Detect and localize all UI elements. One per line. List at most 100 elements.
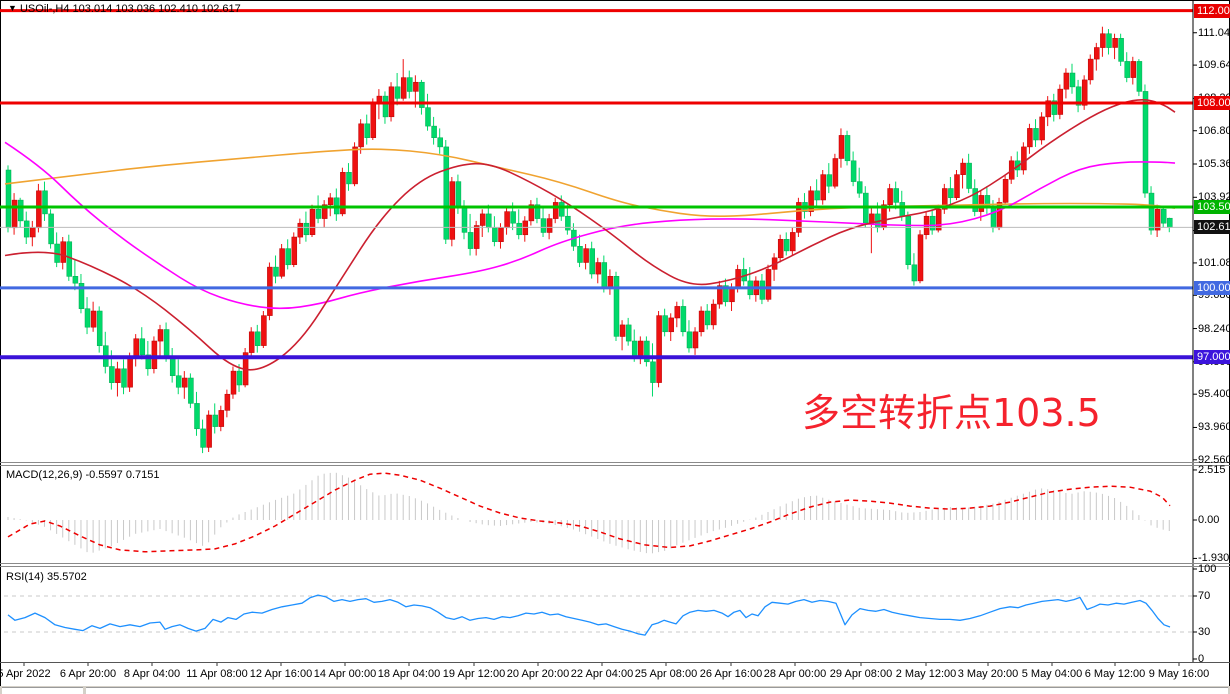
candle-body [960, 162, 966, 175]
rsi-tick-label: 70 [1198, 590, 1211, 602]
candle-body [407, 77, 413, 92]
candle-body [109, 366, 115, 383]
candle-body [279, 248, 285, 277]
candle-body [66, 241, 73, 277]
candle-body [1142, 91, 1149, 194]
candle-body [711, 303, 717, 326]
candle-body [30, 227, 36, 238]
candle-body [674, 306, 681, 319]
candle-body [1081, 79, 1088, 106]
candle-body [1130, 61, 1137, 78]
rsi-tick-label: 0 [1198, 653, 1205, 665]
time-axis-border [0, 662, 1230, 663]
candle-body [662, 315, 668, 333]
macd-tick-label: 2.515 [1198, 463, 1226, 476]
candle-body [248, 331, 255, 353]
candle-body [619, 324, 626, 337]
candle-body [90, 310, 97, 328]
candle-body [504, 211, 510, 229]
candle-body [948, 188, 954, 198]
price-tick-label: 98.240 [1198, 322, 1230, 335]
panel-separator[interactable] [0, 566, 1230, 567]
candle-body [455, 181, 462, 208]
candle-body [1118, 38, 1124, 62]
candle-body [498, 227, 504, 242]
time-tick-label: 22 Apr 04:00 [570, 668, 634, 680]
candle-body [777, 239, 784, 259]
candle-body [84, 308, 91, 328]
panel-separator[interactable] [0, 462, 1230, 463]
price-badge: 102.617 [1194, 220, 1230, 235]
panel-separator[interactable] [0, 465, 1230, 466]
candle-body [449, 181, 456, 240]
candle-body [261, 315, 267, 346]
candle-body [297, 222, 304, 238]
candle-body [1075, 86, 1082, 106]
time-tick-label: 20 Apr 20:00 [506, 668, 570, 680]
candle-body [607, 276, 614, 289]
candle-body [899, 202, 906, 217]
candle-body [230, 370, 237, 395]
candle-body [200, 428, 206, 448]
price-tick-label: 106.800 [1198, 124, 1230, 137]
candle-body [425, 107, 431, 127]
candle-body [315, 209, 322, 219]
candle-body [206, 414, 212, 448]
time-tick-label: 9 May 16:00 [1148, 668, 1210, 680]
candle-body [595, 262, 602, 275]
price-tick-label: 95.400 [1198, 388, 1230, 401]
candle-body [437, 137, 443, 148]
candle-body [443, 146, 450, 240]
candle-body [911, 264, 918, 282]
price-badge: 100.000 [1194, 280, 1230, 295]
candle-body [990, 206, 997, 229]
candle-body [394, 86, 401, 99]
candle-body [1027, 128, 1033, 148]
macd-indicator-label: MACD(12,26,9) -0.5597 0.7151 [6, 469, 160, 481]
bull-bear-turning-point-annotation: 多空转折点103.5 [802, 391, 1101, 435]
candle-body [540, 218, 547, 233]
candle-body [1033, 128, 1039, 141]
candle-body [559, 202, 565, 217]
candle-body [1148, 192, 1155, 231]
time-tick-label: 6 May 12:00 [1084, 668, 1146, 680]
candle-body [382, 95, 389, 118]
candle-body [698, 310, 705, 333]
candle-body [492, 227, 498, 242]
time-tick-label: 19 Apr 12:00 [442, 668, 506, 680]
candle-body [5, 169, 12, 229]
candle-body [583, 248, 589, 263]
candle-body [826, 174, 833, 187]
candle-body [808, 190, 814, 212]
candle-body [686, 331, 693, 349]
candle-body [1094, 47, 1100, 60]
panel-separator[interactable] [0, 563, 1230, 564]
candle-body [942, 188, 948, 210]
candle-body [704, 310, 711, 326]
candle-body [631, 340, 638, 358]
candle-body [48, 213, 54, 245]
candle-body [729, 287, 735, 303]
candle-body [151, 340, 158, 369]
candle-body [224, 393, 231, 411]
candle-body [212, 414, 218, 427]
dropdown-triangle-icon: ▼ [8, 3, 17, 13]
candle-body [273, 266, 279, 277]
candle-body [1039, 116, 1045, 141]
candle-body [589, 248, 595, 275]
candle-body [565, 215, 571, 231]
candle-body [163, 329, 170, 358]
candle-body [1063, 72, 1070, 90]
candle-body [893, 188, 899, 203]
candle-body [364, 123, 370, 138]
time-tick-label: 29 Apr 08:00 [829, 668, 893, 680]
candle-body [1124, 61, 1130, 78]
candle-body [431, 125, 437, 138]
candle-body [1051, 100, 1058, 115]
candle-body [783, 239, 790, 252]
price-tick-label: 109.640 [1198, 59, 1230, 72]
candle-body [340, 172, 346, 215]
candle-body [1100, 33, 1106, 48]
